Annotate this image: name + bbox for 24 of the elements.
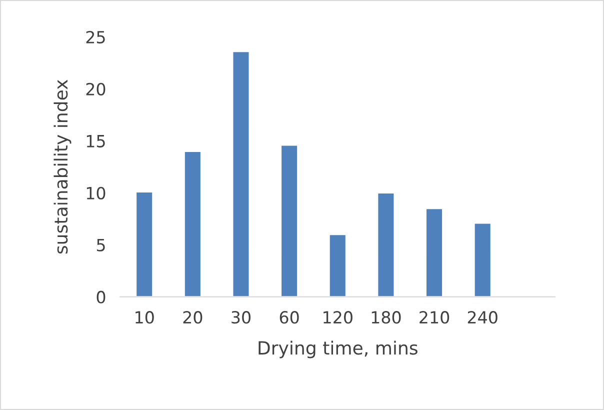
y-tick-label: 25	[86, 30, 105, 44]
y-tick-label: 5	[96, 239, 105, 252]
x-tick-label: 20	[183, 311, 202, 324]
x-axis-title: Drying time, mins	[258, 340, 418, 358]
bar	[232, 50, 250, 297]
y-tick-label: 20	[86, 82, 106, 96]
x-tick-label: 10	[136, 311, 154, 324]
x-tick-label: 210	[420, 311, 450, 324]
bar	[184, 150, 202, 297]
bar	[473, 222, 492, 297]
bar	[425, 208, 444, 297]
bar	[280, 144, 298, 297]
y-tick-label: 15	[86, 135, 105, 148]
x-tick-label: 240	[468, 311, 498, 324]
y-axis-title: sustainability index	[54, 80, 72, 254]
bar	[135, 191, 154, 297]
y-tick-label: 0	[96, 290, 106, 304]
x-tick-label: 120	[324, 311, 352, 324]
x-tick-label: 30	[232, 311, 250, 324]
bar	[328, 234, 347, 297]
y-tick-label: 10	[86, 186, 106, 200]
bar	[376, 192, 396, 297]
x-tick-label: 60	[280, 311, 299, 324]
x-tick-label: 180	[372, 311, 401, 324]
